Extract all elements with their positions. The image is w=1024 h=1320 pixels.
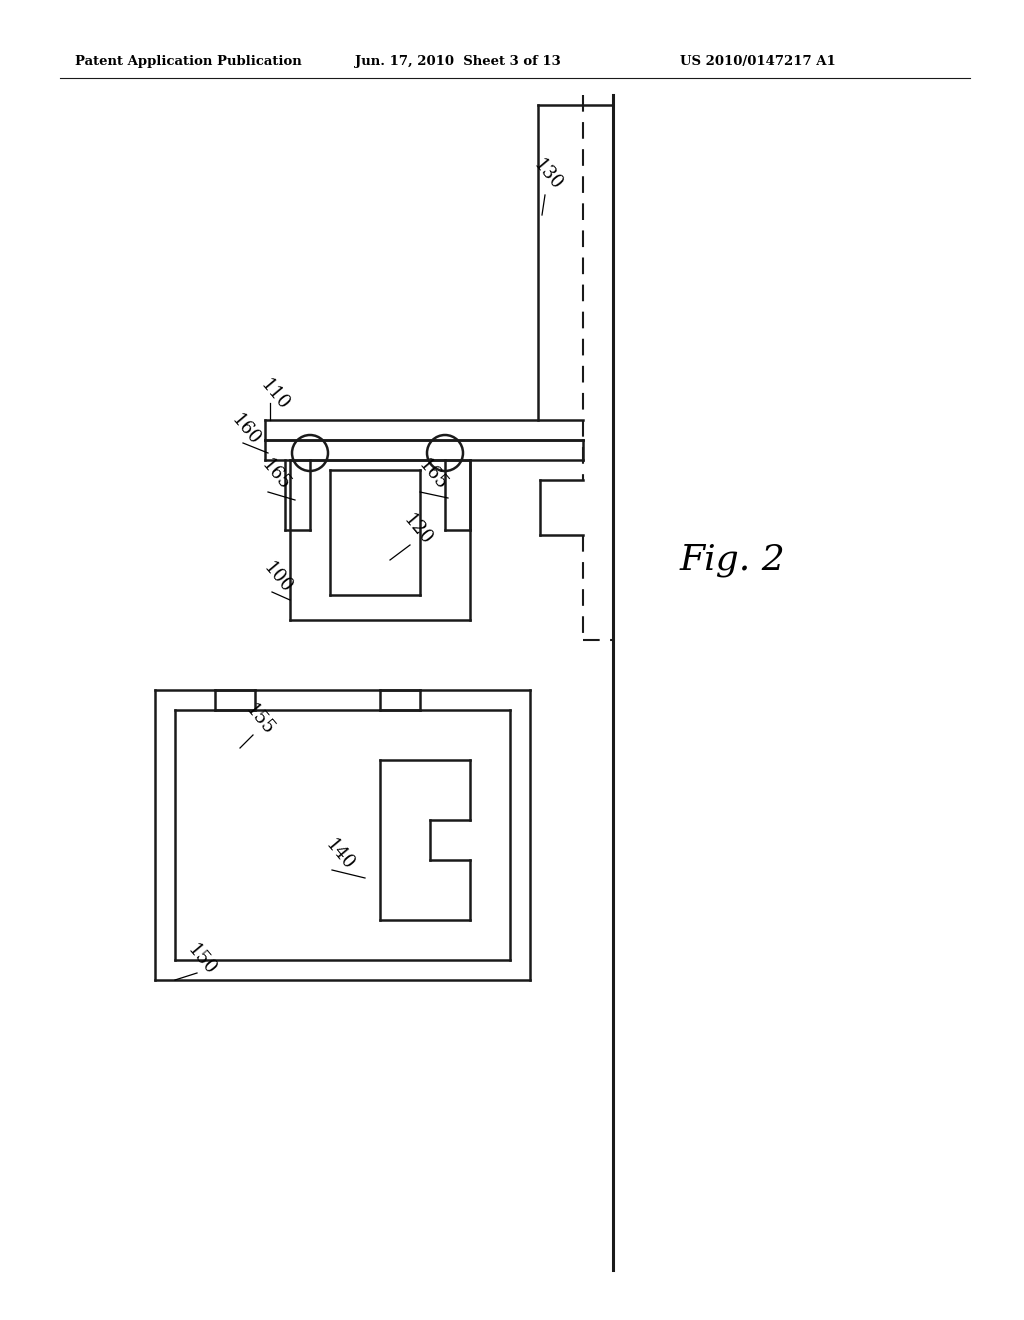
Text: 140: 140 [322, 836, 357, 874]
Text: 160: 160 [228, 411, 264, 449]
Text: US 2010/0147217 A1: US 2010/0147217 A1 [680, 55, 836, 69]
Text: 110: 110 [257, 376, 293, 414]
Text: Fig. 2: Fig. 2 [680, 543, 785, 577]
Text: 100: 100 [260, 558, 296, 597]
Text: Patent Application Publication: Patent Application Publication [75, 55, 302, 69]
Text: 150: 150 [184, 941, 220, 979]
Text: Jun. 17, 2010  Sheet 3 of 13: Jun. 17, 2010 Sheet 3 of 13 [355, 55, 561, 69]
Text: 165: 165 [258, 455, 294, 494]
Text: 155: 155 [242, 701, 278, 739]
Text: 130: 130 [530, 156, 566, 194]
Text: 165: 165 [415, 455, 451, 494]
Text: 120: 120 [400, 511, 436, 549]
